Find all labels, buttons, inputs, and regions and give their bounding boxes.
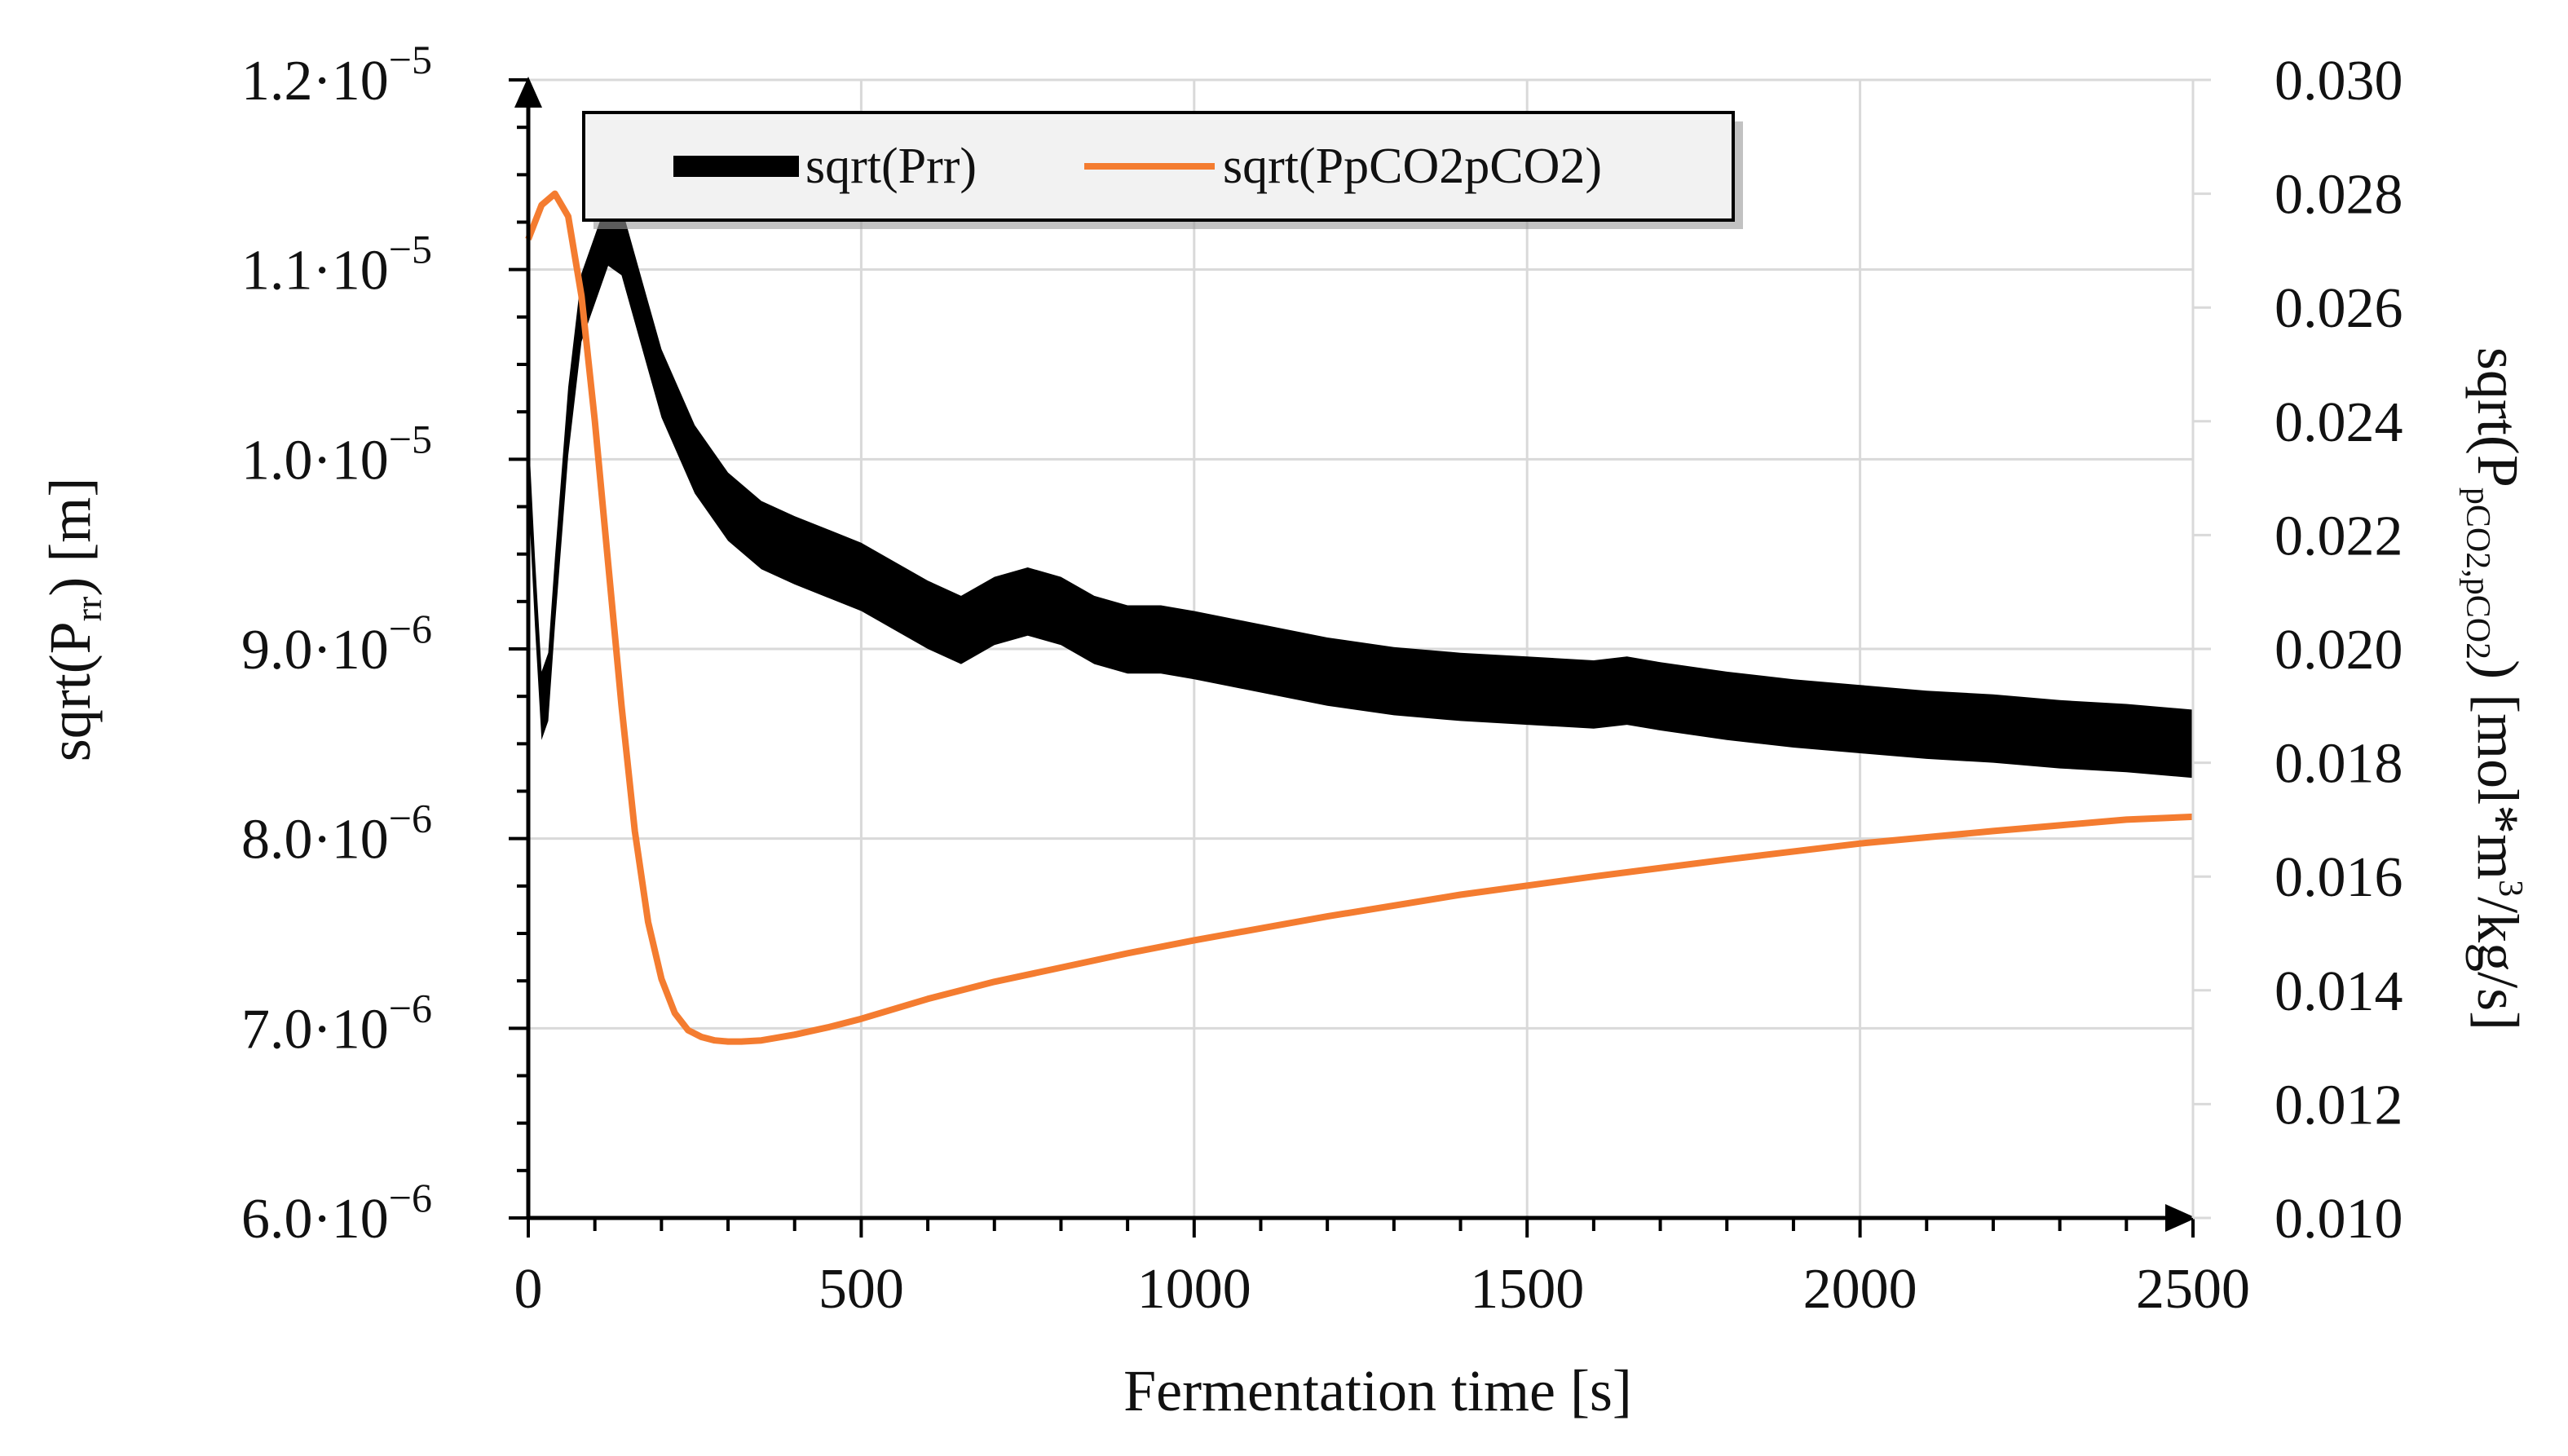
- y-left-axis-title: sqrt(Prr) [m]: [38, 478, 109, 762]
- legend: sqrt(Prr) sqrt(PpCO2pCO2): [582, 111, 1743, 229]
- y-axis-left-arrow: [514, 77, 542, 108]
- y-left-tick-label-3: 9.0·10−6: [241, 606, 432, 682]
- y-right-tick-label-4: 0.018: [2275, 733, 2403, 796]
- y-left-ticks: 6.0·10−6 7.0·10−6 8.0·10−6 9.0·10−6 1.0·10−5…: [241, 37, 528, 1251]
- x-ticks: 0 500 1000 1500 2000 2500: [514, 1218, 2250, 1321]
- x-tick-label-1: 500: [818, 1258, 904, 1321]
- y-left-tick-label-0: 6.0·10−6: [241, 1175, 432, 1251]
- y-left-tick-label-4: 1.0·10−5: [241, 416, 432, 492]
- y-left-tick-label-1: 7.0·10−6: [241, 985, 432, 1061]
- x-axis-arrow: [2165, 1204, 2196, 1232]
- legend-label-sqrt-ppco2pco2: sqrt(PpCO2pCO2): [1223, 139, 1602, 194]
- y-right-axis-title: sqrt(PpCO2,pCO2) [mol*m3/kg/s]: [2459, 347, 2530, 1030]
- x-tick-label-0: 0: [514, 1258, 543, 1321]
- y-right-tick-label-3: 0.016: [2275, 846, 2403, 909]
- y-right-tick-label-0: 0.010: [2275, 1188, 2403, 1251]
- y-right-tick-label-8: 0.026: [2275, 277, 2403, 340]
- x-tick-label-5: 2500: [2136, 1258, 2250, 1321]
- y-right-tick-label-7: 0.024: [2275, 391, 2403, 454]
- x-tick-label-4: 2000: [1803, 1258, 1917, 1321]
- y-left-tick-label-2: 8.0·10−6: [241, 796, 432, 871]
- y-right-tick-label-9: 0.028: [2275, 164, 2403, 227]
- y-right-tick-label-10: 0.030: [2275, 50, 2403, 113]
- x-axis-title: Fermentation time [s]: [1123, 1358, 1632, 1423]
- y-right-tick-label-1: 0.012: [2275, 1074, 2403, 1136]
- y-right-ticks: 0.010 0.012 0.014 0.016 0.018 0.020 0.022 0.024…: [2193, 50, 2403, 1251]
- y-right-tick-label-6: 0.022: [2275, 505, 2403, 567]
- y-left-tick-label-5: 1.1·10−5: [241, 227, 432, 302]
- y-right-tick-label-5: 0.020: [2275, 619, 2403, 682]
- legend-label-sqrt-prr: sqrt(Prr): [805, 139, 977, 194]
- y-left-tick-label-6: 1.2·10−5: [241, 37, 432, 113]
- series-band-sqrt-prr: [528, 197, 2193, 779]
- y-right-tick-label-2: 0.014: [2275, 960, 2403, 1023]
- x-tick-label-2: 1000: [1137, 1258, 1251, 1321]
- series-line-sqrt-ppco2pco2: [525, 190, 2194, 1045]
- x-tick-label-3: 1500: [1470, 1258, 1584, 1321]
